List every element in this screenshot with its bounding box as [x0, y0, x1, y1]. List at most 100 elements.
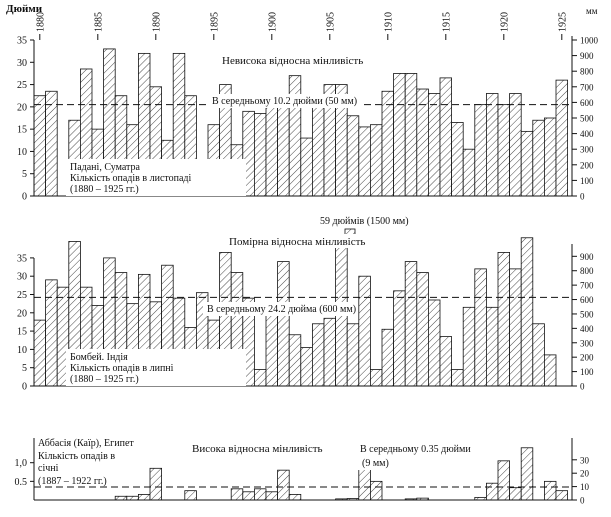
padang-bar-1907 — [346, 115, 360, 197]
padang-x-ticks: 1880 1885 1890 1895 1900 1905 1910 1915 1920 1925 — [35, 12, 568, 40]
bombay-bar-1911 — [393, 290, 406, 387]
abbassia-bar-1898 — [242, 491, 255, 501]
bombay-bar-1914 — [427, 299, 441, 387]
year-tick-label: 1880 — [35, 12, 46, 32]
abbassia-bar-1899 — [253, 488, 267, 501]
abbassia-bar-1919 — [485, 482, 499, 501]
bombay-left-tick-label: 0 — [22, 382, 27, 393]
panel-bombay: 0 5 10 15 20 25 30 35 0 100 200 300 400 500 600 700 800… — [17, 216, 594, 393]
bombay-bar-1918 — [474, 268, 487, 387]
padang-bar-1910 — [381, 90, 395, 197]
padang-right-tick-label: 900 — [580, 51, 594, 61]
bombay-bar-1899 — [253, 369, 267, 387]
year-tick-label: 1915 — [441, 12, 452, 32]
bombay-bar-1880 — [33, 319, 47, 387]
padang-bar-1908 — [358, 126, 371, 197]
bombay-right-tick-label: 900 — [580, 252, 594, 262]
bombay-bar-1905 — [323, 317, 337, 387]
padang-left-tick-label: 15 — [17, 125, 27, 136]
bombay-bar-1900 — [265, 314, 279, 387]
abbassia-mean-label: В середньому 0.35 дюйми (9 мм) — [360, 444, 473, 469]
padang-left-tick-label: 5 — [22, 169, 27, 180]
padang-left-tick-label: 35 — [17, 36, 27, 47]
padang-bar-1902 — [288, 75, 302, 197]
bombay-right-tick-label: 200 — [580, 353, 594, 363]
padang-bar-1911 — [393, 73, 406, 197]
padang-left-tick-label: 10 — [17, 147, 27, 158]
right-unit-label: мм — [586, 6, 598, 16]
year-tick-label: 1925 — [557, 12, 568, 32]
bombay-y-ticks-right: 0 100 200 300 400 500 600 700 800 900 — [572, 252, 594, 392]
abbassia-bar-1921 — [509, 487, 522, 501]
bombay-bar-1908 — [358, 275, 371, 387]
abbassia-left-tick-label: 1,0 — [15, 458, 28, 469]
padang-bar-1922 — [520, 130, 534, 197]
bombay-left-tick-label: 25 — [17, 290, 27, 301]
panel-abbassia: 0.5 1,0 0 10 20 30 Висока відносна мінливіст… — [15, 438, 590, 506]
bombay-outlier-label: 59 дюймів (1500 мм) — [320, 216, 409, 227]
bombay-description: Кількість опадів в липні — [70, 363, 174, 374]
bombay-right-tick-label: 400 — [580, 324, 594, 334]
padang-right-tick-label: 500 — [580, 114, 594, 124]
year-tick-label: 1920 — [499, 12, 510, 32]
abbassia-right-tick-label: 30 — [580, 455, 590, 465]
abbassia-bar-1897 — [230, 488, 244, 501]
padang-period: (1880 – 1925 гг.) — [70, 184, 139, 195]
bombay-bar-1912 — [404, 261, 418, 387]
bombay-right-tick-label: 800 — [580, 266, 594, 276]
bombay-bar-1915 — [439, 336, 453, 387]
bombay-right-tick-label: 500 — [580, 309, 594, 319]
padang-bar-1899 — [253, 113, 267, 197]
padang-location: Падані, Суматра — [70, 162, 141, 173]
abbassia-location: Аббасія (Каїр), Египет — [38, 438, 134, 449]
padang-right-tick-label: 800 — [580, 67, 594, 77]
padang-right-tick-label: 0 — [580, 192, 585, 202]
abbassia-bar-1909 — [369, 480, 383, 501]
padang-bar-1916 — [451, 122, 464, 197]
padang-bar-1923 — [532, 119, 545, 197]
padang-right-tick-label: 600 — [580, 98, 594, 108]
padang-y-ticks-right: 0 100 200 300 400 500 600 700 800 900 1000 — [572, 36, 599, 202]
bombay-left-tick-label: 30 — [17, 272, 27, 283]
bombay-bar-1902 — [288, 334, 302, 387]
bombay-bar-1909 — [369, 369, 383, 387]
abbassia-bar-1887 — [114, 495, 128, 501]
abbassia-bar-1888 — [126, 495, 139, 501]
padang-bar-1915 — [439, 77, 453, 197]
padang-bar-1921 — [509, 93, 522, 197]
bombay-right-tick-label: 100 — [580, 367, 594, 377]
bombay-bar-1920 — [497, 252, 511, 387]
padang-right-tick-label: 200 — [580, 160, 594, 170]
abbassia-bar-1902 — [288, 493, 302, 501]
abbassia-bar-1890 — [149, 467, 163, 501]
abbassia-y-ticks-left: 0.5 1,0 — [15, 458, 34, 488]
padang-bar-1900 — [265, 99, 279, 197]
bombay-left-tick-label: 35 — [17, 253, 27, 264]
bombay-bar-1919 — [485, 306, 499, 387]
panel-padang: 1880 1885 1890 1895 1900 1905 1910 1915 1920 1925… — [17, 12, 599, 203]
abbassia-right-tick-label: 20 — [580, 469, 590, 479]
abbassia-bar-1893 — [184, 490, 197, 501]
padang-bar-1880 — [33, 95, 47, 197]
bombay-bar-1901 — [277, 261, 290, 387]
year-tick-label: 1895 — [209, 12, 220, 32]
bombay-bar-1910 — [381, 328, 395, 387]
bombay-left-tick-label: 5 — [22, 363, 27, 374]
padang-mean-label: В середньому 10.2 дюйми (50 мм) — [212, 96, 357, 107]
bombay-bar-1881 — [45, 279, 58, 387]
padang-right-tick-label: 100 — [580, 176, 594, 186]
bombay-bar-1917 — [462, 306, 476, 387]
bombay-right-tick-label: 600 — [580, 295, 594, 305]
padang-right-tick-label: 1000 — [580, 36, 599, 46]
bombay-period: (1880 – 1925 гг.) — [70, 374, 139, 385]
bombay-title: Помірна відносна мінливість — [229, 236, 365, 248]
year-tick-label: 1905 — [325, 12, 336, 32]
abbassia-right-tick-label: 0 — [580, 496, 585, 506]
padang-bar-1903 — [300, 137, 313, 197]
padang-bar-1909 — [369, 124, 383, 197]
padang-bar-1912 — [404, 73, 418, 197]
padang-left-tick-label: 25 — [17, 80, 27, 91]
abbassia-description: Кількість опадів в січні — [38, 451, 118, 474]
bombay-left-tick-label: 15 — [17, 327, 27, 338]
